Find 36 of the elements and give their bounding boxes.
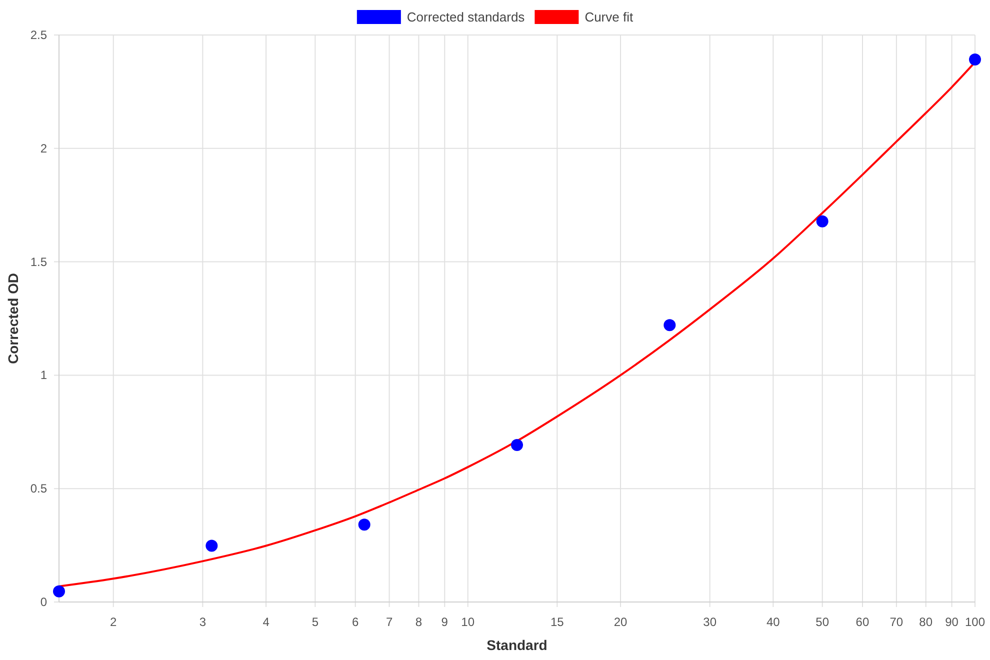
y-tick-label: 0: [40, 595, 48, 609]
x-tick-label: 90: [945, 615, 959, 629]
x-tick-label: 100: [964, 615, 986, 629]
x-tick-label: 6: [352, 615, 359, 629]
y-tick-label: 2.5: [30, 28, 48, 42]
x-tick-label: 9: [441, 615, 448, 629]
legend-label: Corrected standards: [406, 10, 526, 24]
y-tick-label: 1.5: [30, 254, 48, 269]
point: [816, 215, 828, 228]
x-tick-label: 50: [816, 615, 830, 629]
x-tick-label: 70: [890, 615, 904, 629]
x-tick-label: 2: [110, 615, 118, 629]
point: [206, 540, 218, 552]
x-tick-label: 10: [461, 615, 475, 629]
point: [358, 518, 370, 531]
x-tick-label: 15: [550, 615, 564, 629]
x-tick-label: 4: [262, 615, 270, 629]
x-tick-label: 20: [614, 615, 628, 629]
x-tick-label: 3: [199, 615, 206, 629]
x-tick-label: 40: [766, 615, 780, 629]
point: [664, 319, 676, 332]
y-axis-title: Corrected OD: [5, 272, 21, 364]
y-tick-label: 2: [40, 141, 48, 156]
x-tick-label: 7: [386, 615, 393, 629]
x-tick-label: 60: [856, 615, 870, 629]
point: [511, 439, 523, 452]
y-tick-label: 0.5: [30, 482, 48, 496]
legend-label: Curve fit: [584, 10, 634, 24]
point: [53, 585, 65, 598]
x-axis-title: Standard: [486, 637, 548, 653]
x-tick-label: 80: [919, 615, 933, 629]
x-tick-label: 5: [312, 615, 319, 629]
y-tick-label: 1: [40, 368, 48, 382]
x-tick-label: 8: [415, 615, 422, 629]
x-tick-label: 30: [703, 615, 717, 629]
point: [969, 53, 981, 66]
